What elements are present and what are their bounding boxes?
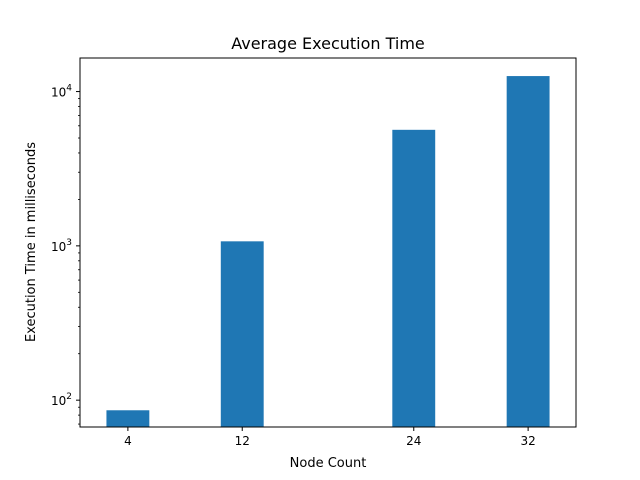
y-axis-label: Execution Time in milliseconds <box>24 142 39 342</box>
bar-4 <box>106 410 150 427</box>
plot-frame <box>79 57 577 428</box>
y-tick-label: 104 <box>51 84 72 100</box>
bars-group <box>106 76 550 428</box>
ticks-group: 4 12 24 32 102 103 104 <box>51 84 536 448</box>
x-axis-label: Node Count <box>290 456 367 471</box>
x-tick-label: 4 <box>124 434 132 448</box>
y-tick-label: 102 <box>51 392 72 408</box>
x-tick-label: 32 <box>520 434 535 448</box>
x-tick-label: 12 <box>235 434 250 448</box>
x-tick-label: 24 <box>406 434 421 448</box>
bar-32 <box>506 76 550 428</box>
bar-24 <box>392 129 436 427</box>
bar-12 <box>220 241 264 427</box>
chart-title: Average Execution Time <box>231 34 425 53</box>
y-tick-label: 103 <box>51 238 72 254</box>
